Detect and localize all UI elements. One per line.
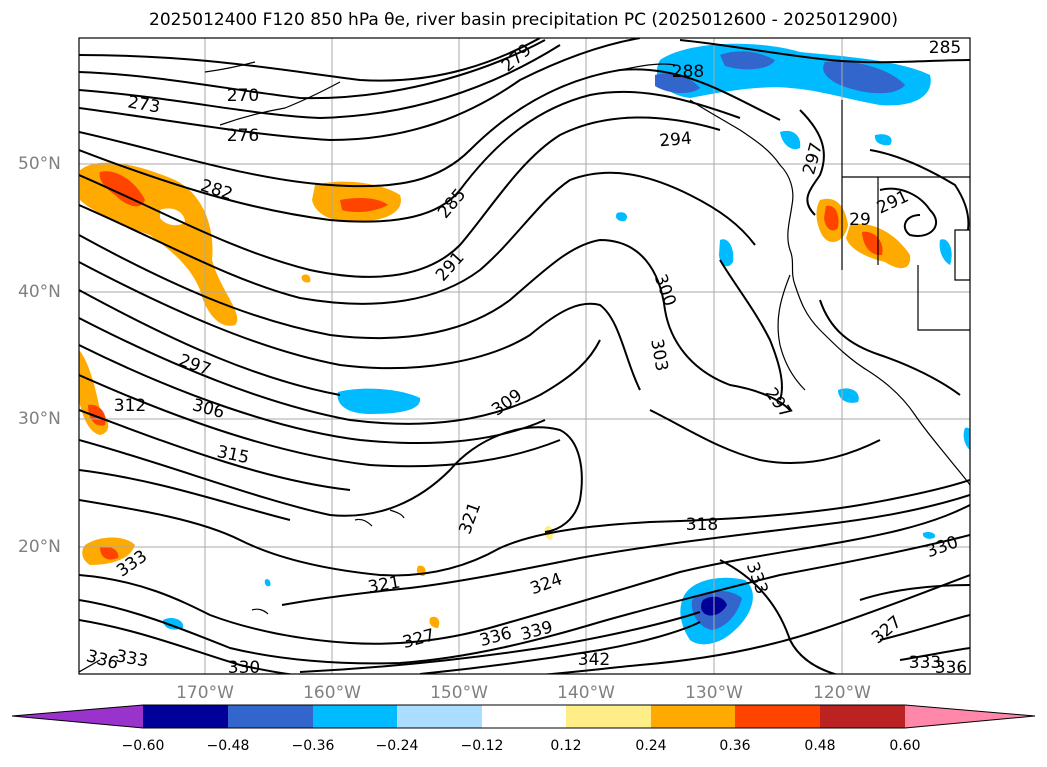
colorbar-tick: −0.36	[291, 738, 335, 754]
colorbar-bin	[735, 705, 820, 728]
chart-title: 2025012400 F120 850 hPa θe, river basin …	[149, 10, 898, 30]
contour-label: 285	[929, 38, 961, 58]
colorbar-tick: 0.36	[719, 738, 751, 754]
colorbar	[11, 704, 1036, 729]
lon-label-130w: 130°W	[685, 683, 743, 703]
contour-label: 312	[114, 396, 146, 416]
colorbar-tick: −0.12	[460, 738, 504, 754]
lon-label-140w: 140°W	[557, 683, 615, 703]
contour-label: 288	[672, 62, 704, 82]
lat-label-40n: 40°N	[18, 282, 61, 302]
colorbar-bin	[313, 705, 397, 728]
colorbar-bin	[566, 705, 651, 728]
contour-label: 342	[578, 650, 610, 670]
colorbar-bin	[143, 705, 228, 728]
contour-label: 336	[935, 658, 967, 678]
colorbar-tick: 0.48	[804, 738, 836, 754]
colorbar-bin	[397, 705, 482, 728]
precip-shading	[79, 43, 970, 645]
contour-label: 29	[849, 210, 871, 230]
lon-label-150w: 150°W	[430, 683, 488, 703]
colorbar-extend-high	[905, 705, 1035, 728]
contour-label: 276	[227, 126, 259, 146]
contour-label: 318	[686, 515, 718, 535]
colorbar-tick: −0.48	[206, 738, 250, 754]
theta-e-contours	[79, 38, 970, 674]
lon-label-170w: 170°W	[176, 683, 234, 703]
colorbar-tick: 0.24	[635, 738, 667, 754]
lon-label-120w: 120°W	[813, 683, 871, 703]
map-plot: 279 270 273 276 288 285 294 297 282 285 …	[78, 37, 971, 678]
map-frame	[78, 37, 971, 675]
lat-label-20n: 20°N	[18, 537, 61, 557]
lat-label-30n: 30°N	[18, 409, 61, 429]
lat-label-50n: 50°N	[18, 154, 61, 174]
colorbar-bin	[482, 705, 566, 728]
colorbar-tick: −0.60	[121, 738, 165, 754]
colorbar-tick: 0.12	[550, 738, 582, 754]
lon-label-160w: 160°W	[303, 683, 361, 703]
colorbar-tick: −0.24	[375, 738, 419, 754]
contour-label: 333	[909, 653, 941, 673]
colorbar-extend-low	[12, 705, 143, 728]
colorbar-bin	[651, 705, 735, 728]
colorbar-tick: 0.60	[889, 738, 921, 754]
colorbar-outline	[11, 704, 1036, 729]
colorbar-bin	[228, 705, 313, 728]
colorbar-bin	[820, 705, 905, 728]
contour-label: 330	[228, 658, 260, 678]
contour-label: 270	[227, 86, 259, 106]
contour-label: 294	[659, 129, 693, 152]
